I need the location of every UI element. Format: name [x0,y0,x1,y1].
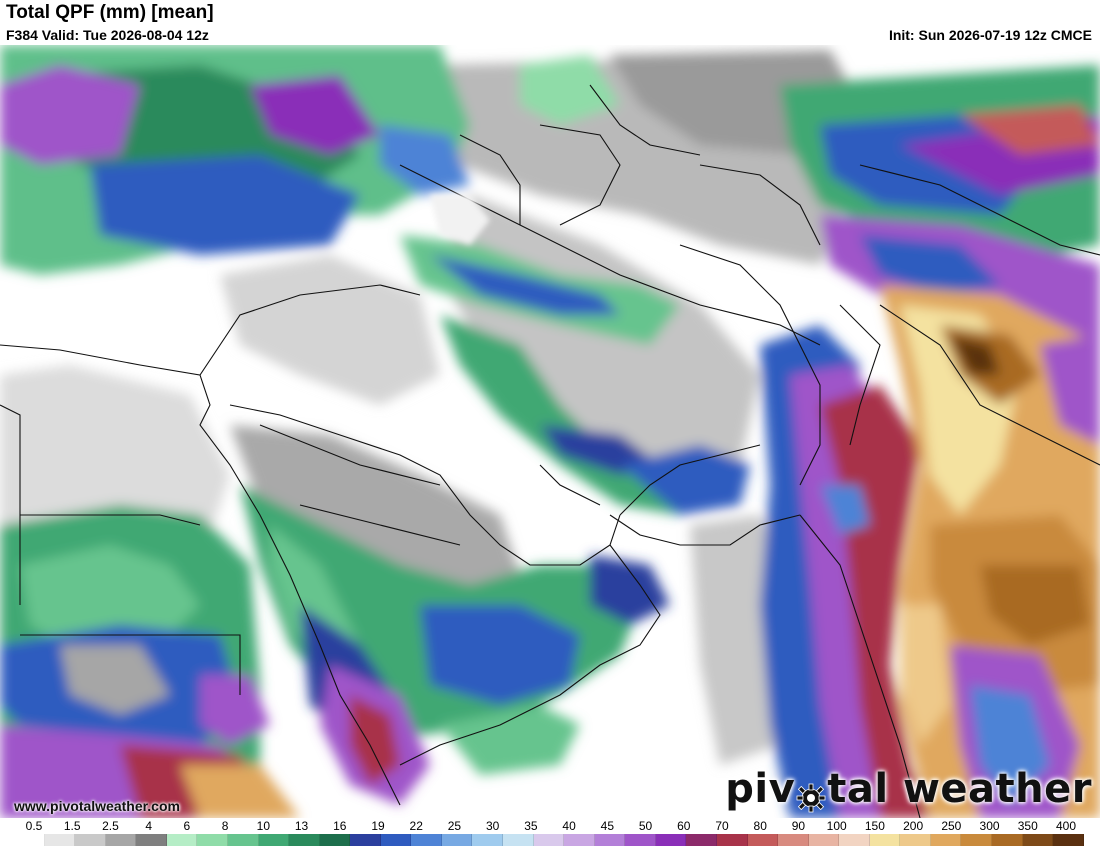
precipitation-map-canvas [0,45,1100,818]
map-title: Total QPF (mm) [mean] [6,2,214,23]
legend-swatch [778,834,809,846]
legend-tick-label: 80 [753,819,767,833]
map-waterbodies [170,195,490,350]
legend-swatch [900,834,931,846]
legend-swatch [472,834,503,846]
legend-swatch [686,834,717,846]
precip-field [0,45,1100,818]
legend-tick-label: 60 [677,819,691,833]
legend-tick-label: 40 [562,819,576,833]
legend-tick-label: 150 [864,819,885,833]
legend-tick-label: 25 [447,819,462,833]
legend-swatch [930,834,962,846]
legend-tick-label: 400 [1055,819,1077,833]
legend-swatch [839,834,870,846]
legend-tick-label: 200 [903,819,924,833]
logo-text-left: piv [725,766,796,812]
precipitation-map[interactable] [0,45,1100,818]
legend-swatch [258,834,290,846]
legend-swatch [166,834,198,846]
legend-swatch [1022,834,1054,846]
legend-labels: 0.5 1.5 2.5 4 6 8 10 13 16 19 22 25 30 35 40 45 50 60 70 80… [0,818,1100,834]
legend-swatch [503,834,534,846]
legend-swatch [533,834,565,846]
legend-tick-label: 70 [715,819,729,833]
color-legend: 0.5 1.5 2.5 4 6 8 10 13 16 19 22 25 30 35 40 45 50 60 70 80… [0,818,1100,850]
init-time-label: Init: Sun 2026-07-19 12z CMCE [888,27,1092,43]
legend-swatch [441,834,473,846]
legend-swatch [747,834,779,846]
legend-swatch [594,834,626,846]
legend-swatch [136,834,167,846]
legend-tick-label: 45 [600,819,615,833]
legend-tick-label: 8 [221,819,229,833]
legend-swatch [625,834,656,846]
legend-tick-label: 350 [1017,819,1038,833]
pivotal-weather-logo: piv tal weather [725,766,1092,813]
legend-swatch [380,834,412,846]
legend-swatch [14,834,45,846]
legend-swatch [716,834,748,846]
legend-swatch [44,834,76,846]
legend-swatch [350,834,381,846]
legend-swatch [75,834,106,846]
valid-time-label: F384 Valid: Tue 2026-08-04 12z [6,27,209,43]
legend-swatch [227,834,259,846]
logo-text-right: tal weather [827,766,1092,812]
legend-swatch [1053,834,1084,846]
legend-tick-label: 6 [183,819,191,833]
legend-tick-label: 19 [371,819,385,833]
legend-swatch [197,834,228,846]
legend-swatch [961,834,992,846]
legend-tick-label: 10 [256,819,271,833]
legend-tick-label: 2.5 [102,819,119,833]
legend-swatch [319,834,351,846]
legend-swatch [411,834,442,846]
legend-swatch [655,834,687,846]
legend-tick-label: 0.5 [25,819,43,833]
legend-tick-label: 90 [791,819,806,833]
legend-tick-label: 35 [524,819,538,833]
legend-swatch [105,834,137,846]
legend-tick-label: 100 [826,819,847,833]
legend-tick-label: 13 [294,819,309,833]
legend-tick-label: 30 [485,819,500,833]
website-url: www.pivotalweather.com [14,798,180,814]
legend-tick-label: 1.5 [63,819,81,833]
legend-tick-label: 250 [941,819,962,833]
legend-colorbar [14,834,1084,846]
legend-tick-label: 16 [333,819,347,833]
legend-swatch [869,834,901,846]
legend-tick-label: 300 [979,819,1000,833]
legend-tick-label: 50 [638,819,653,833]
legend-tick-label: 4 [145,819,152,833]
legend-swatch [808,834,840,846]
map-boundaries [0,84,1100,818]
legend-swatch [992,834,1023,846]
legend-swatch [289,834,320,846]
gear-icon [796,777,826,813]
legend-tick-label: 22 [409,819,423,833]
legend-swatch [564,834,595,846]
